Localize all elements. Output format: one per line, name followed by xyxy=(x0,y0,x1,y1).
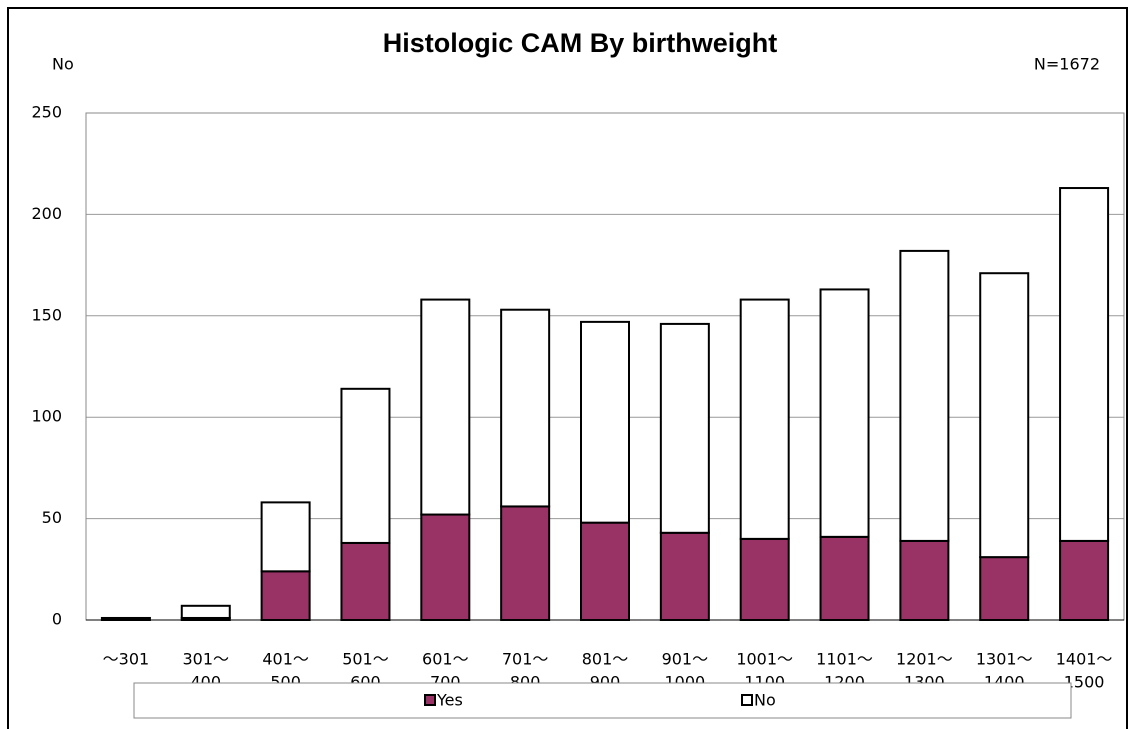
frame xyxy=(7,7,1128,729)
annotation: N=1672 xyxy=(1034,55,1100,74)
y-tick-label: 50 xyxy=(42,508,62,527)
bar-segment xyxy=(659,531,710,622)
x-tick-label: 1201～ xyxy=(896,650,953,669)
bar-segment xyxy=(1059,187,1110,542)
bar-segment xyxy=(420,513,471,622)
bar-segment xyxy=(819,535,870,621)
bar-segment xyxy=(580,521,630,622)
y-tick-label: 100 xyxy=(31,407,62,426)
legend-swatch xyxy=(741,694,753,706)
y-axis-label: No xyxy=(52,55,74,74)
bar-segment xyxy=(979,272,1030,559)
x-tick-label: 401～ xyxy=(262,650,309,669)
legend-label: No xyxy=(754,691,776,710)
x-tick-label: 801～ xyxy=(582,650,629,669)
x-tick-label: 301～ xyxy=(182,650,229,669)
x-tick-label: ～301 xyxy=(103,650,150,669)
bar-segment xyxy=(500,308,551,508)
bar-segment xyxy=(739,298,790,540)
bar-segment xyxy=(819,288,870,538)
x-tick-label: 1401～ xyxy=(1056,650,1113,669)
bar-segment xyxy=(739,537,790,622)
y-tick-label: 150 xyxy=(31,305,62,324)
bar-segment xyxy=(340,387,391,544)
bar-segment xyxy=(260,570,311,622)
y-tick-label: 200 xyxy=(31,204,62,223)
x-tick-label: 701～ xyxy=(502,650,549,669)
bar-segment xyxy=(180,604,231,619)
bar-segment xyxy=(899,249,950,542)
y-tick-label: 250 xyxy=(31,103,62,122)
x-tick-label: 1101～ xyxy=(816,650,873,669)
x-tick-label: 1500 xyxy=(1064,673,1105,692)
legend-box xyxy=(133,682,1072,719)
bar-segment xyxy=(500,505,551,622)
x-tick-label: 901～ xyxy=(662,650,709,669)
bar-segment xyxy=(580,320,630,524)
bar-segment xyxy=(979,556,1030,622)
x-tick-label: 1001～ xyxy=(736,650,793,669)
y-tick-label: 0 xyxy=(52,610,62,629)
bar-segment xyxy=(420,298,471,516)
bar-segment xyxy=(260,501,311,573)
chart-title: Histologic CAM By birthweight xyxy=(383,28,778,58)
bar-segment xyxy=(659,322,710,534)
bar-segment xyxy=(340,541,391,621)
x-tick-label: 501～ xyxy=(342,650,389,669)
legend-label: Yes xyxy=(436,691,463,710)
bar-segment xyxy=(1059,539,1110,622)
bar-segment xyxy=(899,539,950,622)
x-tick-label: 1301～ xyxy=(976,650,1033,669)
legend-swatch xyxy=(424,694,436,706)
x-tick-label: 601～ xyxy=(422,650,469,669)
